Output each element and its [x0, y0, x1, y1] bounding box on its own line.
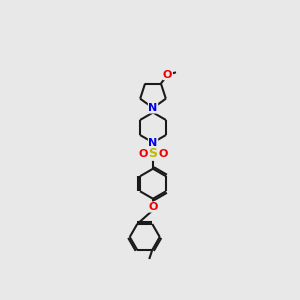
Text: N: N [148, 103, 158, 113]
Text: O: O [163, 70, 172, 80]
Text: O: O [148, 202, 158, 212]
Text: O: O [158, 149, 167, 159]
Text: O: O [139, 149, 148, 159]
Text: S: S [148, 147, 158, 160]
Text: N: N [148, 137, 158, 148]
